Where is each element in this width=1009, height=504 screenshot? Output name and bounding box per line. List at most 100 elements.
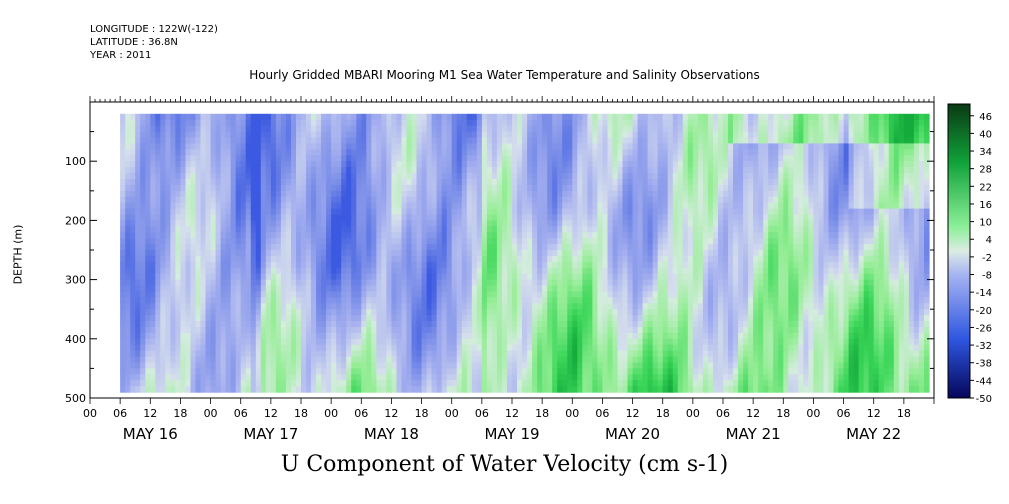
heatmap-cell [512,386,518,393]
heatmap-cell [336,374,342,381]
heatmap-cell [612,303,619,310]
heatmap-cell [306,137,312,144]
heatmap-cell [456,208,463,216]
heatmap-cell [235,244,242,251]
heatmap-cell [547,190,553,198]
heatmap-cell [190,220,197,227]
heatmap-cell [502,321,508,328]
heatmap-cell [391,297,397,304]
heatmap-cell [230,232,237,239]
heatmap-cell [517,315,523,322]
heatmap-cell [522,184,528,192]
heatmap-cell [275,208,282,216]
heatmap-cell [220,350,227,358]
heatmap-cell [527,344,533,352]
heatmap-cell [381,143,387,150]
heatmap-cell [416,184,423,192]
heatmap-cell [175,184,181,192]
heatmap-cell [245,131,252,139]
heatmap-cell [125,179,131,186]
heatmap-cell [346,149,352,156]
heatmap-cell [285,190,292,198]
heatmap-cell [502,338,508,346]
heatmap-cell [376,125,382,133]
heatmap-cell [557,368,563,375]
heatmap-cell [170,380,176,387]
heatmap-cell [396,244,403,251]
heatmap-cell [235,149,242,156]
heatmap-cell [642,344,649,352]
heatmap-cell [316,226,322,233]
heatmap-cell [652,155,659,162]
heatmap-cell [466,309,473,316]
heatmap-cell [280,255,287,263]
heatmap-cell [491,386,498,393]
heatmap-cell [145,309,151,316]
heatmap-cell [642,238,649,245]
heatmap-cell [205,137,212,144]
heatmap-cell [381,332,387,340]
heatmap-cell [617,196,624,204]
heatmap-cell [522,220,528,227]
heatmap-cell [446,161,453,168]
heatmap-cell [386,356,392,364]
heatmap-cell [225,214,232,221]
heatmap-cell [185,338,192,346]
heatmap-cell [175,285,181,292]
heatmap-cell [527,356,533,364]
heatmap-cell [255,179,262,186]
heatmap-cell [326,368,332,375]
heatmap-cell [326,267,332,275]
heatmap-cell [336,267,342,275]
heatmap-cell [371,327,377,334]
heatmap-cell [486,179,493,186]
heatmap-cell [245,344,252,352]
heatmap-cell [456,255,463,263]
heatmap-cell [311,374,317,381]
heatmap-cell [532,267,538,275]
heatmap-cell [426,315,433,322]
heatmap-cell [471,125,478,133]
heatmap-cell [512,344,518,352]
heatmap-cell [502,374,508,381]
heatmap-cell [250,321,257,328]
heatmap-cell [120,332,126,340]
heatmap-cell [486,321,493,328]
heatmap-cell [466,386,473,393]
heatmap-cell [220,356,227,364]
heatmap-cell [406,202,413,210]
heatmap-cell [486,244,493,251]
heatmap-cell [451,279,458,287]
heatmap-cell [426,255,433,263]
heatmap-cell [386,232,392,239]
heatmap-cell [567,220,573,227]
heatmap-cell [617,273,624,281]
heatmap-cell [210,332,217,340]
heatmap-cell [597,220,603,227]
heatmap-cell [341,255,347,263]
heatmap-cell [436,362,443,369]
heatmap-cell [597,368,603,375]
heatmap-cell [130,232,136,239]
heatmap-cell [280,161,287,168]
heatmap-cell [351,356,357,364]
heatmap-cell [381,303,387,310]
heatmap-cell [481,167,488,174]
heatmap-cell [215,131,222,139]
heatmap-cell [612,327,619,334]
heatmap-cell [507,374,513,381]
heatmap-cell [632,309,639,316]
heatmap-cell [170,173,176,180]
heatmap-cell [275,184,282,192]
heatmap-cell [135,250,141,257]
heatmap-cell [285,303,292,310]
heatmap-cell [502,155,508,162]
heatmap-cell [346,208,352,216]
heatmap-cell [592,380,598,387]
heatmap-cell [602,184,608,192]
heatmap-cell [270,332,277,340]
heatmap-cell [542,315,548,322]
heatmap-cell [215,161,222,168]
heatmap-cell [366,173,372,180]
heatmap-cell [517,226,523,233]
